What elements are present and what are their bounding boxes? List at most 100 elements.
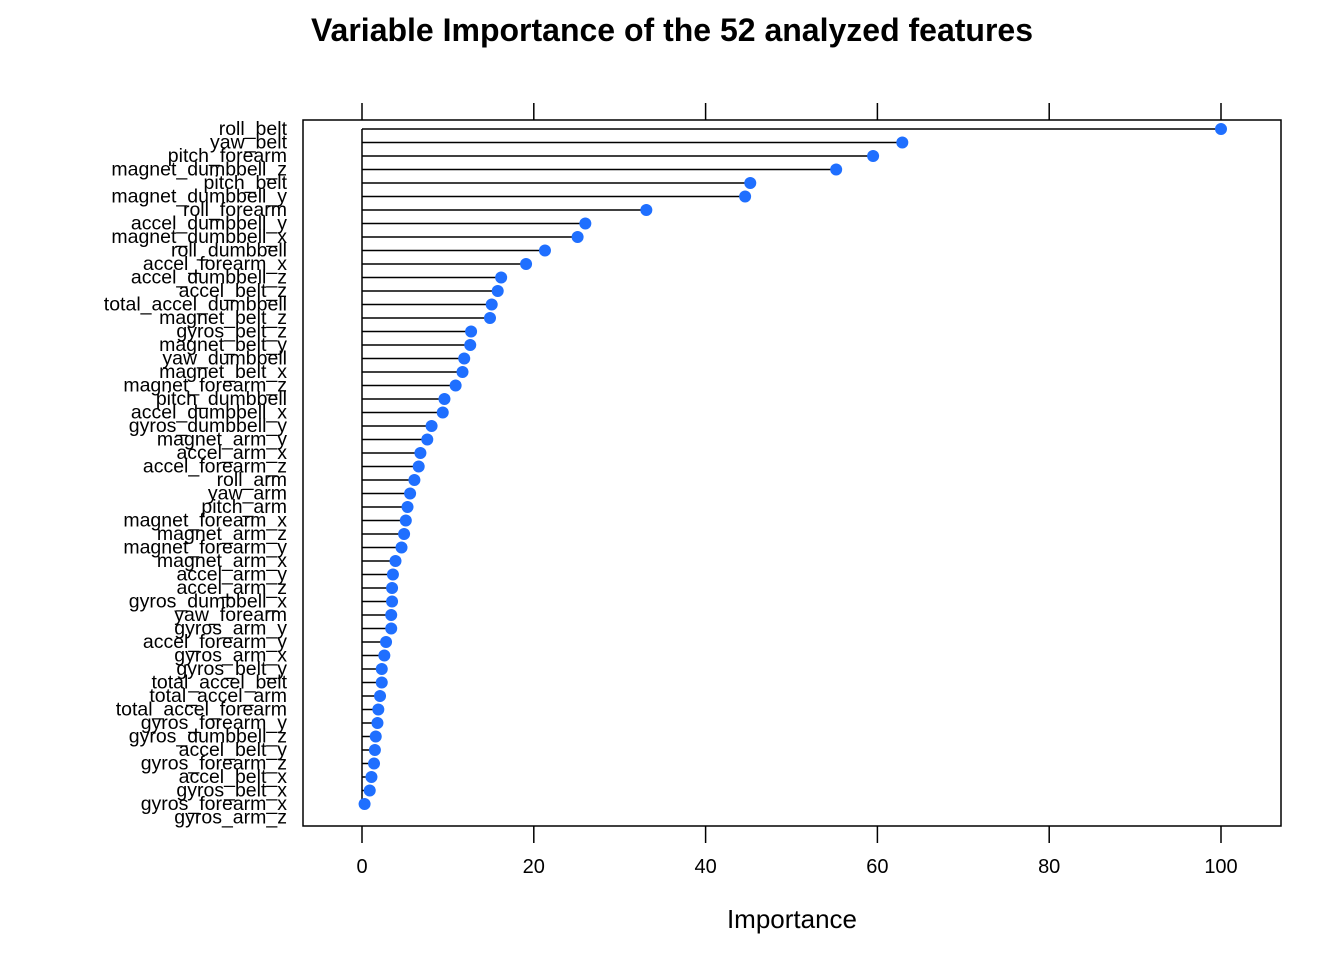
data-point	[744, 177, 757, 189]
y-tick-label: gyros_forearm_x	[141, 793, 288, 815]
data-point	[464, 339, 477, 351]
data-point	[640, 204, 653, 216]
data-point	[1215, 123, 1227, 135]
y-tick-label: roll_dumbbell	[171, 240, 287, 262]
y-tick-label: accel_arm_y	[176, 564, 287, 586]
y-tick-label: gyros_arm_y	[174, 618, 287, 640]
data-point	[408, 474, 421, 486]
data-point	[389, 555, 402, 567]
data-point	[375, 663, 388, 675]
y-tick-label: accel_forearm_y	[143, 631, 287, 653]
y-tick-label: magnet_forearm_z	[123, 375, 287, 397]
x-tick-label: 20	[523, 856, 545, 878]
y-tick-label: gyros_belt_z	[176, 321, 287, 343]
data-point	[456, 366, 469, 378]
data-point	[399, 514, 412, 527]
data-point	[372, 703, 385, 716]
y-tick-label: roll_arm	[217, 469, 287, 491]
y-tick-label: pitch_belt	[204, 172, 288, 194]
data-point	[412, 460, 425, 473]
x-tick-label: 0	[356, 856, 367, 878]
data-point	[571, 231, 584, 243]
data-point	[830, 163, 843, 176]
y-tick-label: gyros_dumbbell_y	[129, 415, 288, 437]
y-tick-label: accel_dumbbell_x	[131, 402, 287, 424]
y-tick-label: accel_arm_x	[176, 442, 287, 464]
y-tick-label: magnet_forearm_y	[123, 537, 287, 559]
x-tick-label: 60	[866, 856, 888, 878]
y-tick-label: pitch_dumbbell	[156, 388, 287, 410]
y-tick-label: gyros_forearm_z	[141, 753, 287, 775]
y-tick-label: magnet_dumbbell_y	[111, 186, 287, 208]
data-point	[386, 582, 399, 594]
data-point	[438, 393, 451, 405]
x-tick-label: 40	[694, 856, 716, 878]
y-tick-label: pitch_arm	[201, 496, 287, 518]
data-point	[385, 609, 398, 621]
data-point	[369, 730, 382, 743]
y-tick-label: gyros_dumbbell_x	[129, 591, 288, 613]
data-point	[374, 690, 387, 702]
data-point	[386, 595, 399, 608]
data-point	[520, 258, 533, 270]
data-point	[404, 487, 417, 500]
data-point	[579, 217, 592, 230]
y-tick-label: gyros_arm_x	[174, 645, 287, 667]
y-tick-label: accel_forearm_z	[143, 456, 287, 478]
data-point	[401, 501, 414, 513]
y-tick-label: magnet_belt_z	[159, 307, 287, 329]
data-point	[378, 649, 391, 662]
y-tick-label: accel_belt_z	[179, 280, 287, 302]
data-point	[458, 352, 471, 365]
data-point	[449, 379, 462, 392]
chart-title: Variable Importance of the 52 analyzed f…	[310, 12, 1034, 48]
y-tick-label: total_accel_forearm	[116, 699, 287, 721]
y-tick-label: accel_dumbbell_z	[131, 267, 287, 289]
y-tick-label: total_accel_dumbbell	[104, 294, 287, 316]
x-axis-title: Importance	[727, 904, 857, 934]
data-point	[363, 784, 376, 797]
data-point	[368, 757, 381, 770]
data-point	[358, 798, 371, 810]
y-tick-label: magnet_arm_z	[157, 523, 287, 545]
y-tick-label: yaw_belt	[210, 132, 288, 154]
y-tick-label: accel_forearm_x	[143, 253, 287, 275]
data-point	[365, 771, 378, 783]
data-point	[398, 528, 411, 540]
y-tick-label: magnet_arm_x	[157, 550, 287, 572]
data-point	[395, 541, 408, 554]
data-point	[380, 636, 393, 648]
y-tick-label: gyros_arm_z	[174, 807, 287, 829]
data-point	[421, 433, 434, 446]
x-tick-label: 80	[1038, 856, 1060, 878]
data-point	[436, 406, 449, 419]
y-tick-label: roll_forearm	[183, 199, 287, 221]
data-point	[425, 420, 438, 432]
data-point	[538, 244, 551, 257]
y-tick-label: magnet_arm_y	[157, 429, 287, 451]
y-tick-label: gyros_dumbbell_z	[129, 726, 287, 748]
y-tick-label: accel_dumbbell_y	[131, 213, 287, 235]
data-point	[491, 285, 504, 297]
data-point	[485, 298, 498, 311]
y-tick-label: magnet_belt_x	[159, 361, 287, 383]
data-point	[495, 271, 508, 284]
y-tick-label: accel_belt_y	[179, 739, 288, 761]
y-tick-label: magnet_belt_y	[159, 334, 287, 356]
data-point	[375, 676, 388, 689]
y-tick-label: yaw_forearm	[174, 604, 287, 626]
data-point	[739, 190, 752, 203]
data-point	[483, 312, 496, 324]
y-tick-label: pitch_forearm	[168, 145, 287, 167]
data-point	[896, 136, 909, 149]
x-tick-label: 100	[1204, 856, 1237, 878]
y-tick-label: magnet_dumbbell_x	[111, 226, 287, 248]
plot-frame	[302, 119, 1282, 827]
y-tick-label: total_accel_arm	[149, 685, 287, 707]
y-tick-label: gyros_belt_x	[176, 780, 287, 802]
data-point	[414, 447, 427, 459]
y-tick-label: magnet_forearm_x	[123, 510, 287, 532]
data-point	[386, 568, 399, 581]
y-tick-label: accel_arm_z	[176, 577, 287, 599]
